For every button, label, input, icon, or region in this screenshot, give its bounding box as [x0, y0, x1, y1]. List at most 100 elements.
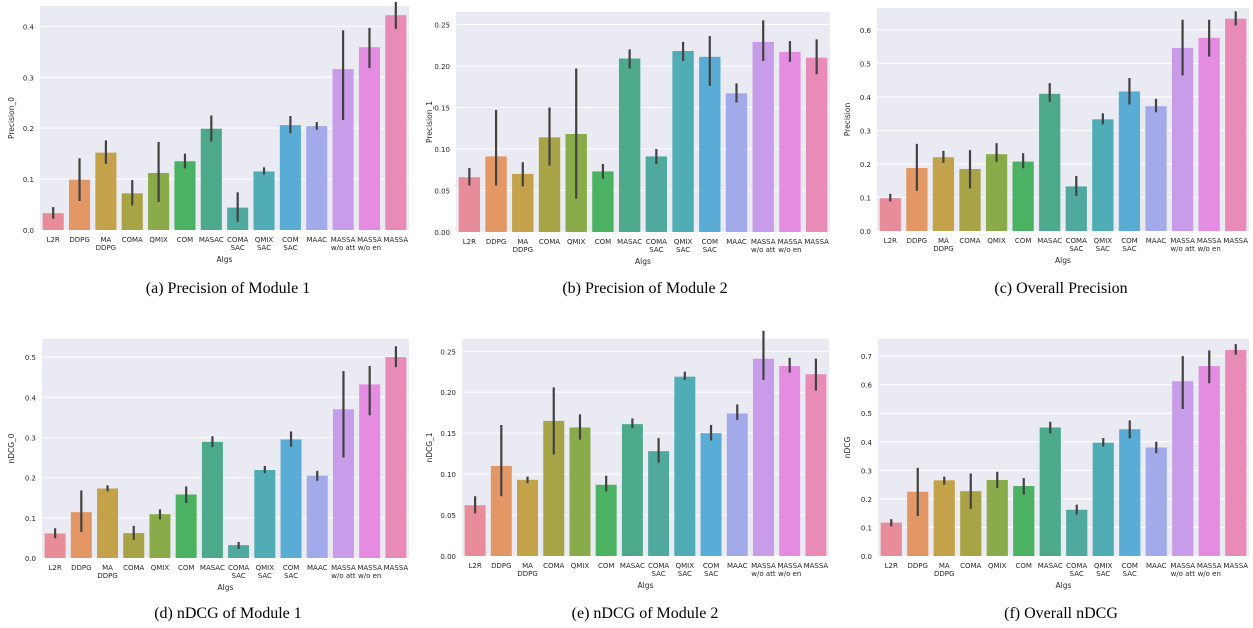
x-tick-label: MASSA w/o en — [357, 236, 382, 252]
x-axis-label: Algs — [635, 257, 651, 266]
x-tick-label: MAAC — [306, 236, 327, 244]
y-tick-label: 0.00 — [434, 229, 450, 237]
y-tick-label: 0.5 — [25, 354, 36, 362]
x-tick-label: COMA — [123, 564, 144, 572]
chart-b: 0.00 0.05 0.10 0.15 0.20 0.25 L2R DDPG MA DDPG COM… — [425, 12, 830, 266]
x-tick-label: MASSA — [384, 236, 409, 244]
x-tick-label: QMIX — [987, 237, 1006, 245]
x-axis-label: Algs — [217, 255, 233, 264]
bar-11 — [332, 69, 354, 230]
bar-7 — [648, 451, 670, 556]
bar-13 — [805, 374, 827, 556]
bar-1 — [70, 512, 92, 558]
bar-10 — [1145, 447, 1167, 556]
x-tick-label: COM SAC — [1122, 562, 1138, 578]
bar-10 — [306, 475, 328, 558]
bar-7 — [228, 545, 250, 558]
y-tick-label: 0.10 — [440, 471, 456, 479]
x-tick-label: COM — [598, 562, 614, 570]
x-tick-label: MAAC — [307, 564, 328, 572]
x-tick-label: MASAC — [200, 564, 225, 572]
y-tick-label: 0.2 — [860, 161, 871, 169]
bar-5 — [174, 161, 196, 230]
x-tick-label: MASSA w/o en — [1197, 562, 1222, 578]
x-tick-label: QMIX — [988, 562, 1007, 570]
x-tick-label: MA DDPG — [517, 562, 537, 578]
x-tick-label: DDPG — [71, 564, 91, 572]
y-tick-label: 0.2 — [23, 125, 34, 133]
x-tick-label: MAAC — [726, 238, 747, 246]
x-tick-label: QMIX SAC — [674, 238, 693, 254]
bar-4 — [149, 514, 171, 558]
x-tick-label: QMIX SAC — [1094, 562, 1113, 578]
x-axis-label: Algs — [638, 581, 654, 590]
x-tick-label: QMIX — [571, 562, 590, 570]
bar-0 — [880, 522, 902, 556]
bar-0 — [458, 177, 481, 232]
x-tick-label: COM — [177, 236, 193, 244]
x-tick-label: MASAC — [1038, 562, 1063, 570]
y-tick-label: 0.5 — [860, 60, 871, 68]
x-tick-label: L2R — [885, 562, 898, 570]
y-tick-label: 0.7 — [861, 353, 872, 361]
x-tick-label: COM SAC — [1121, 237, 1137, 253]
x-tick-label: QMIX SAC — [1094, 237, 1113, 253]
bar-6 — [618, 58, 641, 232]
x-tick-label: L2R — [48, 564, 61, 572]
bar-6 — [1039, 93, 1061, 231]
y-tick-label: 0.25 — [440, 348, 456, 356]
y-tick-label: 0.0 — [861, 553, 872, 561]
chart-a: 0.0 0.1 0.2 0.3 0.4 L2R DDPG MA DDPG COMA QMIX COM M… — [7, 1, 409, 264]
y-tick-label: 0.1 — [23, 176, 34, 184]
y-tick-label: 0.20 — [440, 389, 456, 397]
x-tick-label: L2R — [468, 562, 481, 570]
chart-c: 0.0 0.1 0.2 0.3 0.4 0.5 0.6 L2R DDPG MA DDPG COMA QM… — [843, 8, 1249, 265]
bar-8 — [1092, 119, 1114, 231]
y-tick-label: 0.0 — [860, 228, 871, 236]
x-tick-label: MA DDPG — [934, 562, 954, 578]
y-tick-label: 0.1 — [860, 194, 871, 202]
x-tick-label: MASAC — [1037, 237, 1062, 245]
x-tick-label: MASSA w/o att — [1170, 237, 1195, 253]
caption-f: (f) Overall nDCG — [1004, 605, 1118, 622]
bar-12 — [1198, 366, 1220, 556]
bar-6 — [621, 424, 643, 556]
y-tick-label: 0.25 — [434, 21, 450, 29]
x-axis-label: Algs — [1056, 581, 1072, 590]
chart-panel-c: 0.0 0.1 0.2 0.3 0.4 0.5 0.6 L2R DDPG MA DDPG COMA QM… — [836, 0, 1253, 272]
y-tick-label: 0.00 — [440, 553, 456, 561]
x-tick-label: MASAC — [617, 238, 642, 246]
x-tick-label: MA DDPG — [513, 238, 533, 254]
chart-e: 0.00 0.05 0.10 0.15 0.20 0.25 L2R DDPG MA DDPG COM… — [425, 330, 829, 590]
x-tick-label: QMIX SAC — [255, 236, 274, 252]
x-tick-label: MA DDPG — [96, 236, 116, 252]
x-tick-label: MASAC — [620, 562, 645, 570]
y-tick-label: 0.05 — [440, 512, 456, 520]
x-tick-label: QMIX — [567, 238, 586, 246]
y-tick-label: 0.3 — [860, 127, 871, 135]
x-tick-label: MAAC — [727, 562, 748, 570]
x-axis-label: Algs — [218, 583, 234, 592]
x-tick-label: COMA SAC — [228, 564, 249, 580]
bar-9 — [1119, 429, 1141, 556]
bar-10 — [306, 126, 328, 230]
bar-11 — [332, 409, 354, 558]
bar-10 — [1145, 106, 1167, 231]
bar-8 — [253, 171, 275, 230]
x-tick-label: DDPG — [908, 562, 928, 570]
bar-8 — [1092, 442, 1114, 556]
bar-3 — [123, 533, 145, 558]
caption-e: (e) nDCG of Module 2 — [571, 605, 719, 622]
bar-8 — [254, 469, 276, 558]
bar-11 — [1172, 381, 1194, 556]
bar-12 — [358, 47, 381, 231]
bar-8 — [674, 376, 696, 556]
x-tick-label: MASSA w/o att — [331, 564, 356, 580]
plot-area — [456, 12, 830, 232]
bar-13 — [385, 357, 407, 558]
bar-12 — [779, 366, 801, 556]
bar-1 — [906, 167, 928, 231]
y-tick-label: 0.15 — [434, 104, 450, 112]
y-tick-label: 0.1 — [25, 515, 36, 523]
bar-6 — [1039, 427, 1061, 556]
